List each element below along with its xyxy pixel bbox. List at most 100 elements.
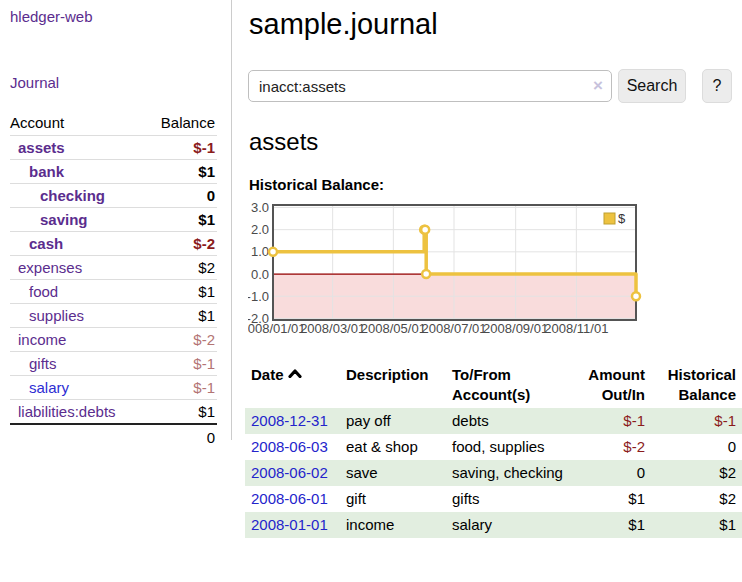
account-row: bank$1 xyxy=(10,160,217,184)
account-link[interactable]: food xyxy=(10,282,145,301)
balance-cell: $-1 xyxy=(651,408,742,434)
register-column-header: HistoricalBalance xyxy=(651,362,742,408)
register-body: 2008-12-31pay offdebts$-1$-12008-06-03ea… xyxy=(245,408,742,538)
accounts-cell: saving, checking xyxy=(446,460,579,486)
svg-text:1.0: 1.0 xyxy=(251,244,269,259)
amount-cell: 0 xyxy=(579,460,651,486)
account-balance: $-1 xyxy=(145,136,217,160)
account-balance: $1 xyxy=(145,304,217,328)
date-cell[interactable]: 2008-12-31 xyxy=(245,408,340,434)
account-total-value: 0 xyxy=(145,424,217,450)
balance-column-header: Balance xyxy=(145,112,217,136)
search-button[interactable]: Search xyxy=(618,69,686,103)
clear-search-icon[interactable]: × xyxy=(593,76,603,96)
transaction-row[interactable]: 2008-06-03eat & shopfood, supplies$-20 xyxy=(245,434,742,460)
date-link[interactable]: 2008-06-02 xyxy=(251,464,328,481)
register-column-header: Description xyxy=(340,362,446,408)
description-cell: save xyxy=(340,460,446,486)
accounts-cell: food, supplies xyxy=(446,434,579,460)
page-title: sample.journal xyxy=(249,7,742,41)
svg-text:0.0: 0.0 xyxy=(251,267,269,282)
svg-text:2008/01/01: 2008/01/01 xyxy=(248,321,306,336)
account-link[interactable]: liabilities:debts xyxy=(10,402,145,421)
register-table: DateDescriptionTo/FromAccount(s)AmountOu… xyxy=(245,362,742,538)
account-link[interactable]: saving xyxy=(10,210,145,229)
account-balance: $1 xyxy=(145,280,217,304)
account-balance: $1 xyxy=(145,208,217,232)
search-input[interactable] xyxy=(248,70,612,102)
account-row: assets$-1 xyxy=(10,136,217,160)
account-row: saving$1 xyxy=(10,208,217,232)
account-link[interactable]: bank xyxy=(10,162,145,181)
account-link[interactable]: gifts xyxy=(10,354,145,373)
account-column-header: Account xyxy=(10,112,145,136)
account-balance: 0 xyxy=(145,184,217,208)
svg-text:2008/07/01: 2008/07/01 xyxy=(421,321,486,336)
sidebar-item-journal[interactable]: Journal xyxy=(10,74,217,91)
date-cell[interactable]: 2008-06-03 xyxy=(245,434,340,460)
register-column-header[interactable]: Date xyxy=(245,362,340,408)
account-row: food$1 xyxy=(10,280,217,304)
date-cell[interactable]: 2008-06-01 xyxy=(245,486,340,512)
accounts-cell: salary xyxy=(446,512,579,538)
account-row: income$-2 xyxy=(10,328,217,352)
register-header-row: DateDescriptionTo/FromAccount(s)AmountOu… xyxy=(245,362,742,408)
account-tree-body: assets$-1bank$1checking0saving$1cash$-2e… xyxy=(10,136,217,425)
account-row: cash$-2 xyxy=(10,232,217,256)
account-row: gifts$-1 xyxy=(10,352,217,376)
transaction-row[interactable]: 2008-06-02 savesaving, checking0$2 xyxy=(245,460,742,486)
amount-cell: $1 xyxy=(579,512,651,538)
description-cell: income xyxy=(340,512,446,538)
brand-link[interactable]: hledger-web xyxy=(10,8,217,25)
date-link[interactable]: 2008-01-01 xyxy=(251,516,328,533)
chart-canvas: 3.02.01.00.0-1.0-2.02008/01/012008/03/01… xyxy=(248,200,742,340)
amount-cell: $-2 xyxy=(579,434,651,460)
account-row: checking0 xyxy=(10,184,217,208)
date-cell[interactable]: 2008-01-01 xyxy=(245,512,340,538)
balance-cell: $1 xyxy=(651,512,742,538)
account-title: assets xyxy=(249,128,742,156)
svg-text:2008/09/01: 2008/09/01 xyxy=(483,321,548,336)
date-link[interactable]: 2008-06-03 xyxy=(251,438,328,455)
date-cell[interactable]: 2008-06-02 xyxy=(245,460,340,486)
svg-text:2008/03/01: 2008/03/01 xyxy=(300,321,365,336)
account-balance: $-2 xyxy=(145,232,217,256)
description-cell: gift xyxy=(340,486,446,512)
account-link[interactable]: assets xyxy=(10,138,145,157)
svg-text:2.0: 2.0 xyxy=(251,222,269,237)
account-row: supplies$1 xyxy=(10,304,217,328)
account-balance: $-2 xyxy=(145,328,217,352)
account-balance: $1 xyxy=(145,400,217,425)
account-balance: $-1 xyxy=(145,352,217,376)
svg-text:-1.0: -1.0 xyxy=(248,289,269,304)
main-content: sample.journal × Search ? assets Histori… xyxy=(248,0,742,538)
transaction-row[interactable]: 2008-06-01giftgifts$1$2 xyxy=(245,486,742,512)
account-link[interactable]: supplies xyxy=(10,306,145,325)
amount-cell: $1 xyxy=(579,486,651,512)
description-cell: pay off xyxy=(340,408,446,434)
account-link[interactable]: expenses xyxy=(10,258,145,277)
account-link[interactable]: cash xyxy=(10,234,145,253)
search-form: × Search ? xyxy=(248,69,742,103)
register-column-header: AmountOut/In xyxy=(579,362,651,408)
legend-label: $ xyxy=(618,211,626,226)
sidebar: hledger-web Journal Account Balance asse… xyxy=(0,0,232,440)
account-link[interactable]: income xyxy=(10,330,145,349)
account-link[interactable]: salary xyxy=(10,378,145,397)
historical-balance-chart: 3.02.01.00.0-1.0-2.02008/01/012008/03/01… xyxy=(248,200,742,340)
account-tree: Account Balance assets$-1bank$1checking0… xyxy=(10,112,217,450)
help-button[interactable]: ? xyxy=(702,69,732,103)
amount-cell: $-1 xyxy=(579,408,651,434)
date-link[interactable]: 2008-12-31 xyxy=(251,412,328,429)
account-total-row: 0 xyxy=(10,424,217,450)
description-cell: eat & shop xyxy=(340,434,446,460)
transaction-row[interactable]: 2008-01-01incomesalary$1$1 xyxy=(245,512,742,538)
account-balance: $1 xyxy=(145,160,217,184)
account-link[interactable]: checking xyxy=(10,186,145,205)
date-link[interactable]: 2008-06-01 xyxy=(251,490,328,507)
accounts-cell: debts xyxy=(446,408,579,434)
transaction-row[interactable]: 2008-12-31pay offdebts$-1$-1 xyxy=(245,408,742,434)
register-column-header: To/FromAccount(s) xyxy=(446,362,579,408)
account-row: salary$-1 xyxy=(10,376,217,400)
balance-cell: $2 xyxy=(651,460,742,486)
